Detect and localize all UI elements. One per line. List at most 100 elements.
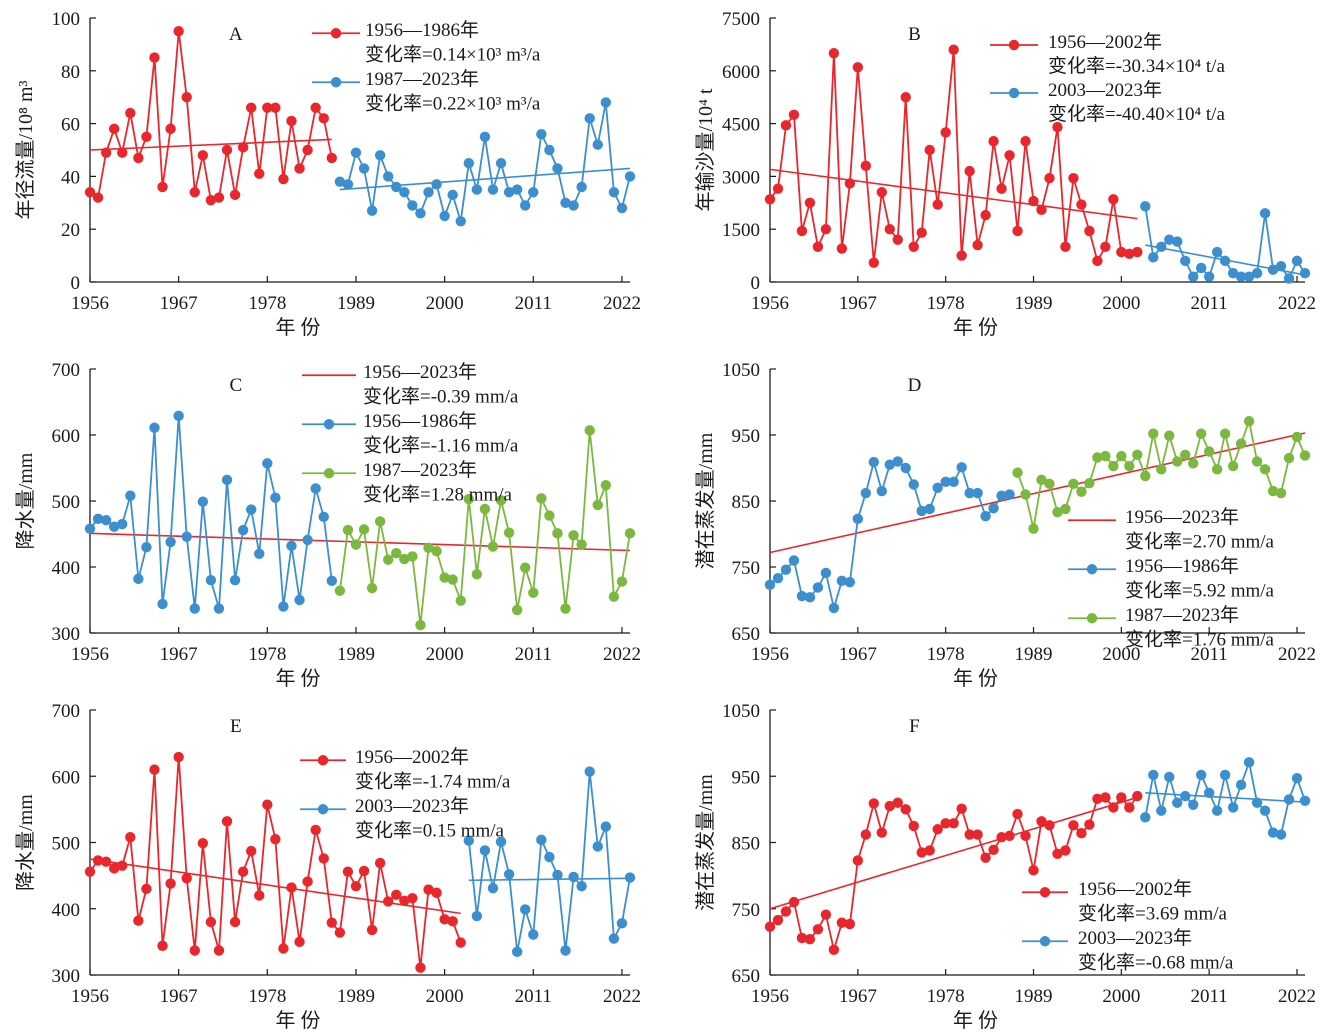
- data-point: [399, 187, 410, 198]
- data-point: [439, 572, 450, 583]
- x-tick-label: 1967: [839, 986, 877, 1007]
- data-point: [1211, 805, 1223, 816]
- data-point: [423, 187, 434, 198]
- data-point: [1267, 827, 1279, 838]
- legend-entry-text: 变化率=-40.40×10⁴ t/a: [1048, 103, 1225, 125]
- data-point: [189, 603, 200, 614]
- y-tick-label: 1500: [722, 220, 760, 241]
- data-point: [948, 818, 959, 829]
- data-point: [828, 48, 840, 59]
- data-point: [772, 183, 784, 194]
- data-point: [100, 514, 112, 526]
- data-point: [1211, 246, 1223, 258]
- data-point: [924, 845, 935, 856]
- data-point: [1084, 477, 1095, 489]
- data-point: [399, 553, 410, 565]
- x-tick-label: 1956: [751, 986, 789, 1007]
- data-point: [221, 144, 233, 156]
- data-point: [780, 906, 792, 917]
- legend-entry-text: 1956—1986年: [365, 19, 479, 41]
- data-point: [796, 932, 808, 944]
- data-point: [560, 945, 571, 956]
- legend-swatch-marker: [1008, 87, 1020, 99]
- y-tick-label: 400: [52, 900, 81, 921]
- legend-entry-text: 1956—2023年: [1125, 506, 1239, 528]
- data-point: [407, 200, 418, 211]
- data-point: [584, 766, 595, 777]
- data-point: [844, 178, 856, 189]
- data-point: [431, 545, 442, 557]
- y-tick-label: 850: [732, 492, 761, 513]
- x-axis-title: 年 份: [953, 1009, 998, 1032]
- data-point: [358, 865, 370, 877]
- legend-swatch-marker: [1039, 887, 1051, 898]
- data-point: [334, 585, 346, 596]
- data-point: [503, 527, 515, 538]
- data-point: [455, 595, 466, 606]
- data-point: [229, 916, 241, 928]
- data-point: [836, 243, 848, 254]
- data-point: [334, 927, 346, 938]
- data-point: [1211, 464, 1223, 475]
- data-point: [1283, 794, 1295, 805]
- data-point: [310, 483, 321, 494]
- data-point: [294, 163, 305, 174]
- data-point: [932, 824, 943, 835]
- data-point: [1259, 208, 1271, 219]
- data-point: [868, 257, 880, 268]
- data-point: [415, 962, 426, 973]
- data-point: [1235, 271, 1247, 282]
- x-tick-label: 1956: [751, 644, 789, 665]
- data-point: [487, 541, 499, 552]
- data-point: [608, 187, 620, 198]
- x-tick-label: 2000: [426, 293, 464, 314]
- data-point: [447, 916, 458, 927]
- data-point: [1092, 793, 1103, 804]
- data-point: [407, 892, 418, 904]
- y-axis-title: 潜在蒸发量/mm: [694, 432, 717, 569]
- data-point: [996, 183, 1007, 194]
- data-point: [439, 210, 450, 222]
- y-axis-title: 降水量/mm: [14, 794, 37, 891]
- data-point: [876, 827, 887, 838]
- data-point: [568, 871, 579, 883]
- y-tick-label: 700: [52, 701, 81, 722]
- data-point: [1251, 456, 1263, 467]
- legend-entry-text: 2003—2023年: [1078, 927, 1192, 949]
- y-tick-label: 750: [732, 900, 761, 921]
- legend-swatch-marker: [1086, 613, 1098, 624]
- legend-entry-text: 1956—2002年: [1078, 878, 1192, 900]
- data-point: [828, 602, 840, 614]
- data-point: [884, 459, 895, 470]
- data-point: [868, 456, 880, 468]
- data-point: [358, 163, 370, 174]
- data-point: [391, 547, 402, 559]
- data-point: [964, 487, 975, 499]
- data-point: [1084, 225, 1095, 237]
- data-point: [812, 924, 824, 935]
- data-point: [828, 944, 840, 956]
- data-point: [820, 909, 832, 920]
- data-point: [1259, 805, 1271, 816]
- data-point: [1132, 790, 1143, 802]
- panel-label: B: [908, 24, 921, 45]
- data-point: [229, 575, 241, 586]
- y-tick-label: 7500: [722, 9, 760, 30]
- chart-panel-b: 0 1500 3000 4500 6000 7500 1956 1967 1978 1989 200…: [694, 9, 1316, 339]
- data-point: [1132, 246, 1143, 258]
- data-point: [820, 224, 832, 235]
- y-tick-label: 750: [732, 558, 761, 579]
- legend-entry-text: 2003—2023年: [355, 795, 469, 817]
- data-point: [173, 26, 184, 37]
- data-point: [117, 147, 128, 158]
- data-point: [84, 523, 96, 534]
- x-tick-label: 2011: [515, 644, 552, 665]
- data-point: [221, 474, 233, 486]
- data-point: [245, 102, 257, 113]
- x-tick-label: 1967: [839, 293, 877, 314]
- legend-entry-text: 1987—2023年: [1125, 604, 1239, 626]
- trend-line: [89, 138, 332, 151]
- data-point: [1108, 194, 1119, 205]
- data-point: [108, 123, 120, 135]
